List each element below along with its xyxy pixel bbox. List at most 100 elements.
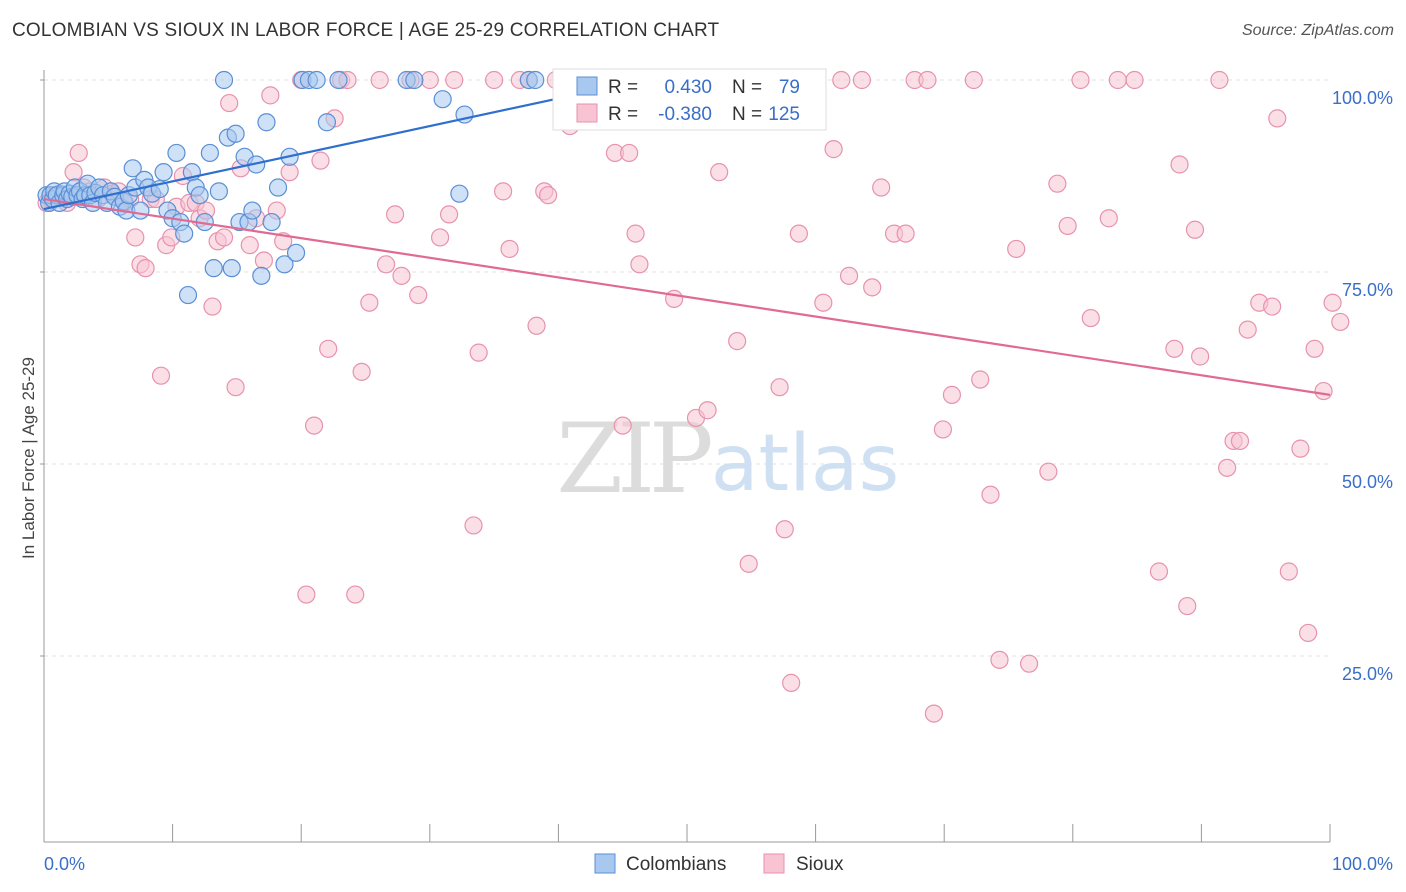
sioux-point <box>924 704 944 723</box>
sioux-point <box>420 70 439 90</box>
sioux-point <box>789 224 808 243</box>
stats-n-label-sioux: N = <box>732 104 762 125</box>
colombian-point <box>226 124 245 143</box>
sioux-point <box>376 255 396 274</box>
sioux-point <box>1305 339 1324 358</box>
stats-legend: R = 0.430 N = 79 R = -0.380 N = 125 <box>552 68 827 131</box>
y-tick-label: 25.0% <box>1342 664 1393 684</box>
colombian-point <box>317 113 337 132</box>
sioux-point <box>136 259 155 278</box>
sioux-point <box>1230 431 1250 451</box>
colombian-point <box>214 70 234 90</box>
stats-legend-swatch-sioux <box>576 103 598 123</box>
sioux-point <box>620 143 639 163</box>
sioux-point <box>1279 562 1298 581</box>
sioux-point <box>319 339 338 358</box>
stats-r-value-sioux: -0.380 <box>658 104 712 125</box>
sioux-point <box>226 378 245 397</box>
stats-r-label-colombians: R = <box>608 77 638 98</box>
footer-legend-swatch-colombians <box>594 853 616 874</box>
sioux-point <box>1149 562 1169 581</box>
sioux-point <box>782 673 801 692</box>
sioux-point <box>814 293 833 312</box>
sioux-point <box>1039 462 1058 481</box>
sioux-point <box>527 316 546 335</box>
sioux-point <box>1170 155 1189 174</box>
sioux-point <box>220 93 239 113</box>
sioux-point <box>304 416 324 435</box>
sioux-point <box>1185 220 1205 239</box>
colombian-point <box>178 285 198 305</box>
sioux-point <box>933 420 953 439</box>
sioux-point <box>918 70 937 90</box>
sioux-point <box>1331 312 1350 332</box>
colombian-point <box>262 212 281 232</box>
sioux-point <box>126 228 145 247</box>
sioux-point <box>1099 209 1118 228</box>
sioux-point <box>626 224 645 243</box>
colombian-point <box>526 70 545 90</box>
sioux-point <box>896 224 915 243</box>
sioux-point <box>1007 239 1026 259</box>
sioux-point <box>770 378 789 397</box>
sioux-trendline <box>43 197 1331 396</box>
sioux-point <box>665 289 684 308</box>
sioux-point <box>1071 70 1090 90</box>
colombian-point <box>123 159 142 178</box>
sioux-point <box>739 554 758 573</box>
sioux-point <box>775 520 794 539</box>
sioux-point <box>485 70 504 90</box>
chart-title: COLOMBIAN VS SIOUX IN LABOR FORCE | AGE … <box>12 20 720 41</box>
colombian-point <box>252 266 271 285</box>
watermark: ZIP atlas <box>556 403 899 515</box>
x-tick-label-end: 100.0% <box>1332 854 1393 874</box>
sioux-point <box>392 266 411 285</box>
colombian-point <box>268 178 288 197</box>
colombian-point <box>405 70 424 90</box>
sioux-point <box>1238 320 1257 339</box>
sioux-point <box>942 385 962 404</box>
sioux-point <box>1048 174 1067 193</box>
sioux-point <box>464 516 483 535</box>
sioux-point <box>1291 439 1310 458</box>
colombian-point <box>222 259 241 278</box>
sioux-point <box>872 178 891 197</box>
colombian-point <box>243 201 262 220</box>
sioux-point <box>990 650 1009 669</box>
sioux-point <box>964 70 983 90</box>
sioux-point <box>1314 381 1333 401</box>
sioux-point <box>1019 654 1039 673</box>
sioux-point <box>430 228 450 247</box>
sioux-point <box>852 70 871 90</box>
sioux-point <box>1299 623 1318 643</box>
sioux-point <box>1263 297 1282 316</box>
sioux-point <box>445 70 464 90</box>
sioux-point <box>370 70 389 90</box>
sioux-point <box>1108 70 1127 90</box>
sioux-point <box>981 485 1000 504</box>
footer-legend-colombians: Colombians <box>626 854 726 875</box>
stats-legend-box <box>552 68 827 131</box>
sioux-point <box>1058 216 1077 236</box>
y-tick-label: 100.0% <box>1332 88 1393 108</box>
sioux-point <box>240 236 259 255</box>
sioux-point <box>839 266 859 285</box>
sioux-point <box>1210 70 1229 90</box>
sioux-point <box>1081 308 1100 328</box>
sioux-point <box>1165 339 1184 358</box>
trendlines <box>43 97 1331 396</box>
sioux-point <box>698 401 717 420</box>
sioux-point <box>69 143 88 163</box>
colombian-point <box>200 143 219 163</box>
stats-legend-swatch-colombians <box>576 76 598 96</box>
sioux-point <box>311 151 330 170</box>
colombian-point <box>204 259 223 278</box>
colombian-point <box>286 243 306 262</box>
sioux-point <box>832 70 851 90</box>
colombian-trendline <box>43 97 559 211</box>
sioux-point <box>439 205 459 224</box>
colombian-point <box>190 186 209 205</box>
colombian-point <box>167 143 186 163</box>
sioux-point <box>214 228 234 247</box>
